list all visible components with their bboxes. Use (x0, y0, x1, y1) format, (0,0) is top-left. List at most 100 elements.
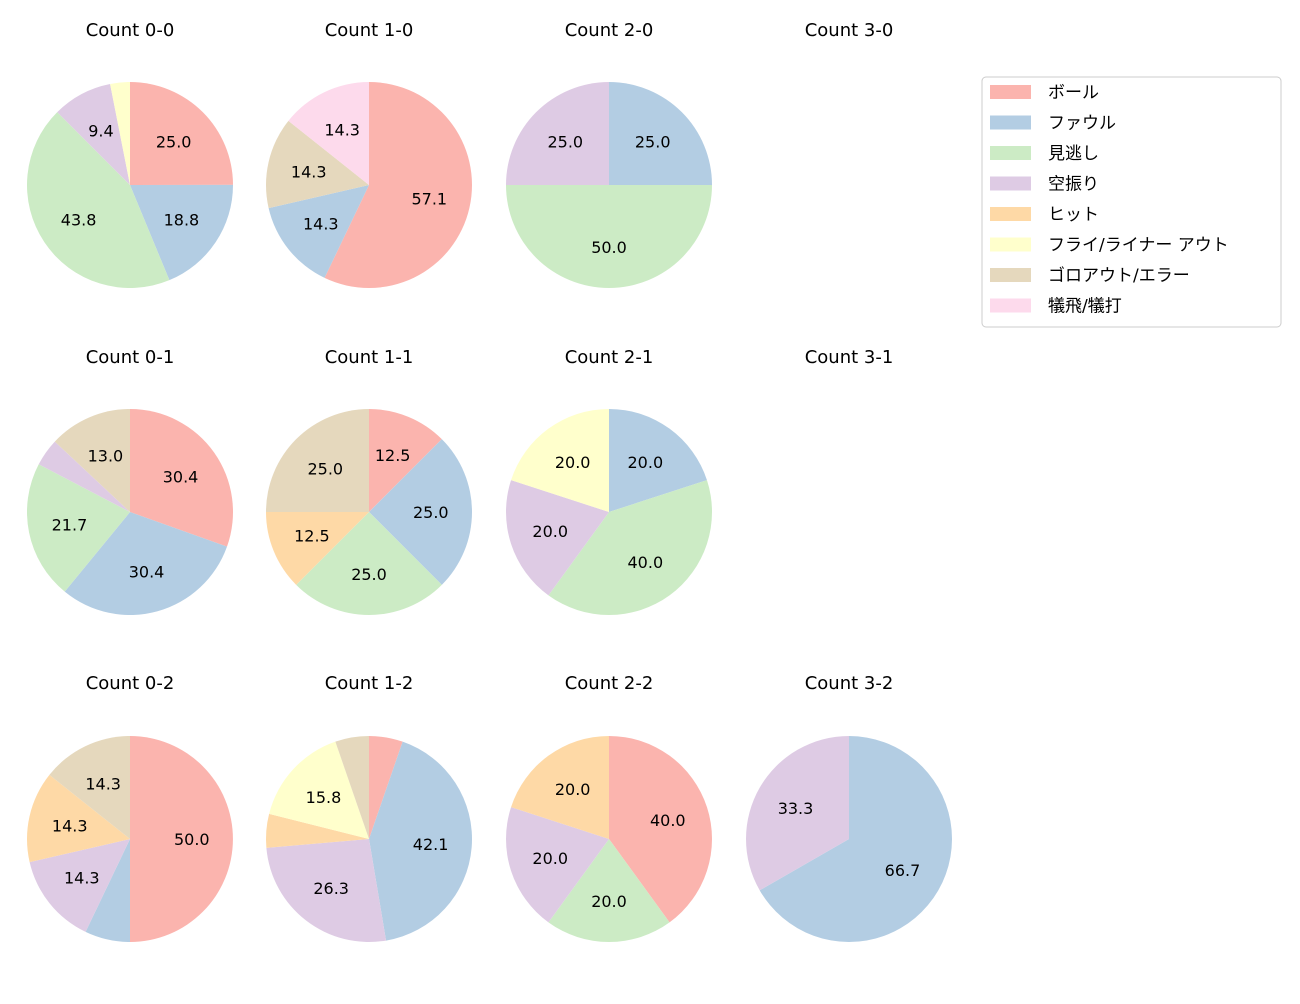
pie-count-2-0: Count 2-0 25.0 50.0 25.0 (506, 20, 712, 288)
legend-swatch (990, 237, 1031, 252)
slice-label: 20.0 (628, 453, 664, 472)
pie-slice (511, 409, 609, 512)
slice-label: 30.4 (129, 563, 165, 582)
pie-slice (64, 512, 227, 616)
pie-count-2-1: Count 2-1 20.0 40.0 20.0 20.0 (506, 347, 712, 615)
pie-slice (369, 736, 403, 839)
pie-count-1-1: Count 1-1 12.5 25.0 25.0 12.5 25.0 (266, 347, 472, 615)
pie-slice (130, 184, 233, 281)
pie-title: Count 1-1 (325, 347, 414, 368)
pie-title: Count 3-2 (805, 673, 894, 694)
pie-slice (85, 839, 130, 942)
slice-label: 25.0 (156, 132, 192, 151)
pie-title: Count 3-0 (805, 20, 894, 41)
slice-label: 25.0 (307, 459, 343, 478)
slice-label: 20.0 (555, 780, 591, 799)
pie-slice (746, 736, 849, 891)
slice-label: 40.0 (650, 811, 686, 830)
pie-slice (288, 82, 369, 185)
legend-swatch (990, 85, 1031, 99)
pie-slice (26, 464, 130, 592)
slice-label: 14.3 (324, 120, 360, 139)
slice-label: 14.3 (303, 215, 339, 234)
pie-slice (26, 112, 170, 289)
pie-slice (54, 409, 130, 512)
pie-slice (130, 736, 233, 942)
slice-label: 25.0 (547, 132, 583, 151)
pie-slice (265, 120, 369, 209)
pie-title: Count 2-2 (565, 673, 654, 694)
pie-slice (49, 736, 131, 839)
slice-label: 50.0 (591, 238, 627, 257)
pie-count-3-2: Count 3-2 66.7 33.3 (746, 673, 953, 942)
legend-label: ヒット (1048, 205, 1099, 225)
slice-label: 25.0 (413, 503, 449, 522)
legend-label: ボール (1048, 83, 1099, 103)
pie-slice (511, 736, 609, 839)
pie-slice (335, 736, 369, 839)
pie-slice (506, 807, 609, 923)
slice-label: 14.3 (291, 162, 327, 181)
pie-slice (609, 409, 707, 512)
pie-slice (324, 82, 472, 289)
pie-count-0-0: Count 0-0 25.0 18.8 43.8 9.4 (26, 20, 233, 289)
legend-swatch (990, 115, 1031, 130)
slice-label: 15.8 (306, 788, 342, 807)
pie-count-1-2: Count 1-2 42.1 26.3 15.8 (266, 673, 473, 942)
slice-label: 25.0 (635, 132, 671, 151)
pie-slice (26, 774, 131, 863)
slice-label: 14.3 (85, 774, 121, 793)
pie-slice (759, 736, 953, 942)
legend-swatch (990, 268, 1031, 282)
pie-slice (369, 409, 442, 512)
slice-label: 21.7 (52, 515, 88, 534)
pie-slice (506, 480, 609, 596)
pie-count-0-1: Count 0-1 30.4 30.4 21.7 13.0 (26, 347, 234, 616)
pie-count-3-1: Count 3-1 (805, 347, 894, 368)
slice-label: 50.0 (174, 830, 210, 849)
slice-label: 9.4 (88, 121, 113, 140)
slice-label: 12.5 (375, 446, 411, 465)
pie-slice (369, 439, 472, 585)
pie-count-2-2: Count 2-2 40.0 20.0 20.0 20.0 (506, 673, 713, 942)
pie-slice (548, 480, 712, 615)
pie-slice (130, 409, 234, 547)
legend-label: 犠飛/犠打 (1048, 297, 1122, 317)
slice-label: 20.0 (532, 522, 568, 541)
pie-slice (38, 441, 130, 512)
slice-label: 40.0 (628, 553, 664, 572)
slice-label: 20.0 (532, 849, 568, 868)
slice-label: 12.5 (294, 527, 330, 546)
pie-count-3-0: Count 3-0 (805, 20, 894, 41)
legend-frame (981, 76, 1282, 328)
pie-slice (266, 512, 369, 585)
pie-slice (266, 813, 369, 848)
slice-label: 25.0 (351, 565, 387, 584)
pie-slice (266, 409, 369, 512)
legend-swatch (990, 298, 1031, 313)
pie-slice (269, 741, 369, 839)
slice-label: 30.4 (163, 467, 199, 486)
pie-title: Count 0-0 (86, 20, 175, 41)
pie-slice (110, 82, 130, 185)
pie-slice (296, 512, 442, 615)
pie-title: Count 1-0 (325, 20, 414, 41)
legend-swatch (990, 146, 1031, 160)
pie-slice (506, 185, 712, 288)
pie-slice (369, 741, 473, 941)
pie-title: Count 2-1 (565, 347, 654, 368)
slice-label: 14.3 (64, 869, 100, 888)
pie-count-0-2: Count 0-2 50.0 14.3 14.3 14.3 (26, 673, 233, 942)
pie-slice (29, 839, 130, 932)
pie-title: Count 0-1 (86, 347, 175, 368)
legend-label: フライ/ライナー アウト (1048, 236, 1229, 256)
pie-slice (57, 83, 130, 185)
pie-slice (548, 839, 670, 942)
pie-slice (266, 839, 387, 942)
legend-swatch (990, 176, 1031, 191)
slice-label: 20.0 (555, 453, 591, 472)
pie-slice (609, 736, 713, 923)
pie-title: Count 3-1 (805, 347, 894, 368)
